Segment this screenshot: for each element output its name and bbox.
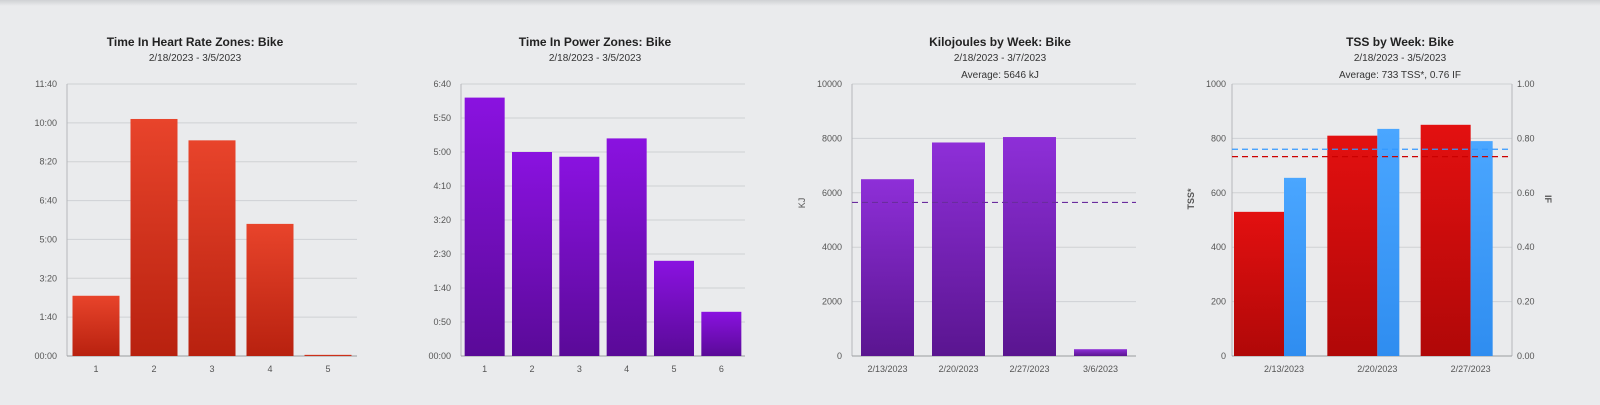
bar [464,97,505,356]
y-tick-label: 6:40 [39,196,57,206]
y-tick-label: 10:00 [34,118,57,128]
chart-date-range: 2/18/2023 - 3/5/2023 [548,53,642,64]
chart-date-range: 2/18/2023 - 3/7/2023 [953,53,1047,64]
tss-chart[interactable]: 0 200 400 600 800 1000 0.00 0.20 0.40 0.60 0.80 1.0… [1186,0,1600,405]
chart-date-range: 2/18/2023 - 3/5/2023 [148,53,242,64]
tss-bar [1327,135,1378,356]
power-zones-panel: Time In Power Zones: Bike 2/18/2023 - 3/… [395,0,795,405]
y2-tick-label: 0.40 [1517,242,1535,252]
bar [559,156,600,356]
y-tick-label: 0 [837,351,842,361]
chart-title: Kilojoules by Week: Bike [929,35,1071,49]
chart-title: Time In Power Zones: Bike [518,35,672,49]
x-tick-label: 3 [577,364,582,374]
if-bar [1284,177,1306,356]
y2-tick-label: 0.60 [1517,188,1535,198]
tss-bar [1420,124,1471,356]
y-tick-label: 5:00 [39,234,57,244]
bar [130,118,178,356]
x-tick-label: 2/27/2023 [1009,364,1049,374]
chart-average: Average: 733 TSS*, 0.76 IF [1339,70,1461,81]
y-tick-label: 0:50 [433,317,451,327]
x-tick-label: 4 [624,364,629,374]
chart-title: TSS by Week: Bike [1346,35,1454,49]
x-tick-label: 5 [325,364,330,374]
y-tick-label: 00:00 [34,351,57,361]
chart-average: Average: 5646 kJ [961,70,1039,81]
bar [1074,349,1127,356]
bar [72,295,120,356]
y-tick-label: 00:00 [428,351,451,361]
bar [1003,137,1056,356]
y-tick-label: 10000 [817,79,842,89]
hr-zones-chart[interactable]: 00:00 1:40 3:20 5:00 6:40 8:20 10:00 11:40 1 2 3 4 5 [0,0,390,405]
bar [861,179,914,356]
chart-title: Time In Heart Rate Zones: Bike [106,35,284,49]
if-bar [1470,141,1493,356]
y-tick-label: 4:10 [433,181,451,191]
y-tick-label: 8:20 [39,157,57,167]
y2-axis-title: IF [1543,195,1553,204]
tss-panel: TSS by Week: Bike 2/18/2023 - 3/5/2023 A… [1186,0,1600,405]
y-tick-label: 1:40 [39,312,57,322]
tss-bar [1234,211,1284,356]
y-tick-label: 5:50 [433,113,451,123]
y-tick-label: 5:00 [433,147,451,157]
y-tick-label: 0 [1221,351,1226,361]
if-bar [1377,128,1400,356]
bar [654,260,694,356]
x-tick-label: 2 [529,364,534,374]
top-shadow [0,0,1600,6]
y-axis-title: TSS* [1186,188,1196,210]
y-tick-label: 2000 [822,297,842,307]
x-tick-label: 2/13/2023 [867,364,907,374]
y-tick-label: 11:40 [35,79,57,89]
x-tick-label: 2/27/2023 [1451,364,1491,374]
x-tick-label: 6 [719,364,724,374]
y-tick-label: 200 [1211,297,1226,307]
chart-date-range: 2/18/2023 - 3/5/2023 [1353,53,1447,64]
y-axis-title: KJ [797,198,807,209]
y-tick-label: 2:30 [433,249,451,259]
y-tick-label: 6:40 [433,79,451,89]
kilojoules-chart[interactable]: 0 2000 4000 6000 8000 10000 2/13/2023 2/20/2023… [797,0,1200,405]
x-tick-label: 2/20/2023 [938,364,978,374]
y-tick-label: 8000 [822,133,842,143]
x-tick-label: 3/6/2023 [1083,364,1118,374]
y-tick-label: 600 [1211,188,1226,198]
bar [188,140,236,356]
y-tick-label: 3:20 [39,273,57,283]
x-tick-label: 1 [93,364,98,374]
hr-zones-panel: Time In Heart Rate Zones: Bike 2/18/2023… [0,0,390,405]
y-tick-label: 3:20 [433,215,451,225]
x-tick-label: 5 [671,364,676,374]
y-tick-label: 4000 [822,242,842,252]
y2-tick-label: 0.80 [1517,133,1535,143]
y-tick-label: 6000 [822,188,842,198]
bar [304,354,352,356]
bar [932,142,985,356]
bar [701,311,742,356]
x-tick-label: 4 [267,364,272,374]
bar [606,138,647,356]
y-tick-label: 1:40 [433,283,451,293]
bar [512,152,552,356]
x-tick-label: 3 [209,364,214,374]
y-tick-label: 1000 [1206,79,1226,89]
x-tick-label: 2/13/2023 [1264,364,1304,374]
x-tick-label: 2 [151,364,156,374]
x-tick-label: 1 [482,364,487,374]
kilojoules-panel: Kilojoules by Week: Bike 2/18/2023 - 3/7… [797,0,1200,405]
bar [246,223,294,356]
x-tick-label: 2/20/2023 [1357,364,1397,374]
y2-tick-label: 0.20 [1517,297,1535,307]
y2-tick-label: 1.00 [1517,79,1535,89]
y2-tick-label: 0.00 [1517,351,1535,361]
y-tick-label: 800 [1211,133,1226,143]
y-tick-label: 400 [1211,242,1226,252]
power-zones-chart[interactable]: 00:00 0:50 1:40 2:30 3:20 4:10 5:00 5:50 6:40 1 2 3… [395,0,795,405]
